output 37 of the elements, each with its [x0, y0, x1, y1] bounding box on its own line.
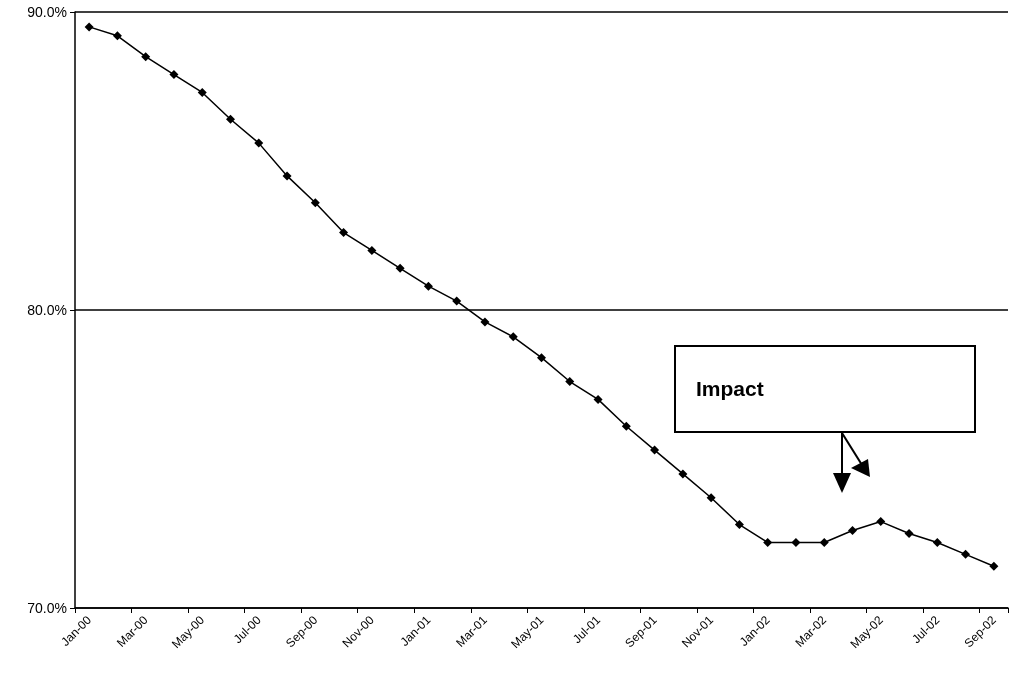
point [310, 198, 320, 208]
point [678, 469, 688, 479]
point [848, 526, 857, 536]
point [84, 22, 94, 32]
point [734, 520, 744, 530]
point [650, 445, 660, 455]
y-tick-label: 90.0% [27, 4, 67, 20]
y-tick-label: 80.0% [27, 302, 67, 318]
point [961, 549, 971, 559]
y-tick-label: 70.0% [27, 600, 67, 616]
point [480, 317, 490, 327]
text-box: Impact [674, 345, 976, 433]
point [537, 353, 546, 363]
point [876, 517, 886, 527]
point [339, 228, 349, 238]
point [565, 377, 575, 387]
point [763, 537, 773, 547]
point [932, 537, 942, 547]
point [593, 394, 603, 404]
point [904, 529, 914, 538]
point [112, 31, 122, 41]
point [508, 332, 518, 342]
point [226, 114, 235, 124]
point [706, 493, 716, 503]
point [141, 52, 151, 62]
point [254, 138, 264, 148]
point [197, 87, 207, 97]
point [621, 421, 631, 431]
point [367, 245, 377, 255]
point [452, 296, 462, 306]
point [819, 537, 829, 547]
point [395, 263, 405, 273]
point [169, 70, 179, 80]
point [282, 171, 292, 181]
point [989, 561, 999, 571]
point [423, 281, 433, 291]
point [791, 537, 801, 547]
